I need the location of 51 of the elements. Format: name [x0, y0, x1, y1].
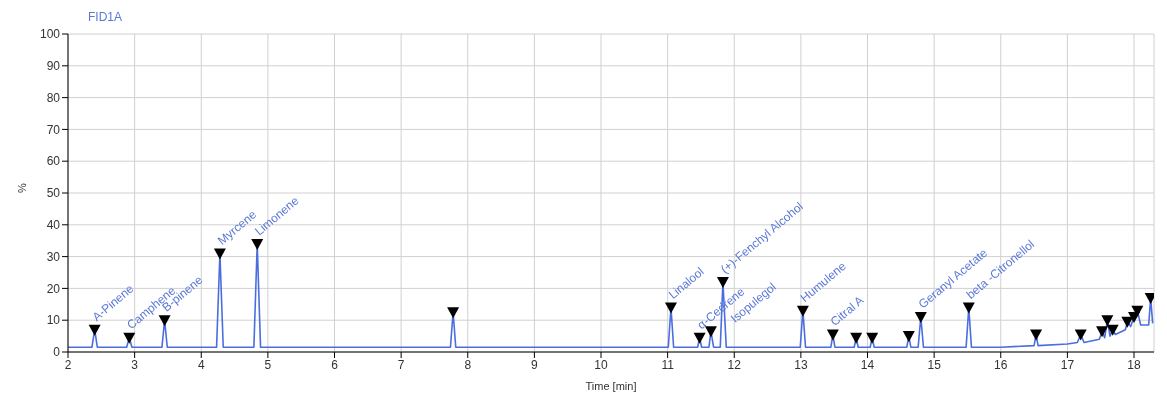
y-tick-label: 80 — [46, 90, 61, 105]
chart-title: FID1A — [88, 10, 123, 24]
point — [1106, 324, 1119, 336]
x-tick-label: 10 — [594, 357, 608, 372]
x-tick-label: 11 — [661, 357, 675, 372]
point — [866, 332, 879, 344]
y-tick-label: 0 — [53, 345, 61, 360]
y-tick-label: 90 — [46, 59, 61, 74]
point — [213, 248, 226, 260]
point — [850, 332, 863, 344]
x-tick-label: 17 — [1060, 357, 1075, 372]
point — [826, 329, 839, 341]
x-tick-label: 18 — [1127, 357, 1142, 372]
y-tick-label: 40 — [46, 218, 61, 233]
x-tick-label: 9 — [531, 357, 539, 372]
x-tick-label: 15 — [927, 357, 942, 372]
x-tick-label: 12 — [727, 357, 742, 372]
point — [693, 332, 706, 344]
point — [123, 332, 136, 344]
y-tick-label: 50 — [46, 186, 61, 201]
point — [902, 331, 915, 343]
point — [1096, 326, 1109, 338]
point — [1030, 329, 1043, 341]
y-tick-label: 30 — [46, 249, 61, 264]
x-tick-label: 5 — [264, 357, 272, 372]
x-tick-label: 6 — [331, 357, 339, 372]
x-tick-label: 13 — [794, 357, 808, 372]
x-tick-label: 16 — [994, 357, 1008, 372]
point — [962, 302, 975, 314]
point — [796, 305, 809, 317]
y-tick-label: 100 — [39, 27, 61, 42]
point — [1131, 305, 1144, 317]
y-tick-label: 60 — [46, 154, 61, 169]
point — [914, 312, 927, 324]
x-tick-label: 3 — [131, 357, 139, 372]
x-tick-label: 4 — [197, 357, 205, 372]
x-tick-label: 7 — [397, 357, 405, 372]
point — [716, 277, 729, 289]
x-tick-label: 14 — [860, 357, 875, 372]
point — [1101, 315, 1114, 327]
point — [664, 302, 677, 314]
point — [1074, 329, 1087, 341]
y-tick-label: 70 — [46, 122, 61, 137]
y-tick-label: 20 — [46, 281, 61, 296]
x-tick-label: 8 — [464, 357, 472, 372]
y-tick-label: 10 — [46, 313, 61, 328]
y-axis-title: % — [15, 183, 28, 193]
x-axis-title: Time [min] — [585, 380, 637, 392]
point — [88, 324, 101, 336]
point — [447, 307, 460, 319]
x-tick-label: 2 — [64, 357, 72, 372]
